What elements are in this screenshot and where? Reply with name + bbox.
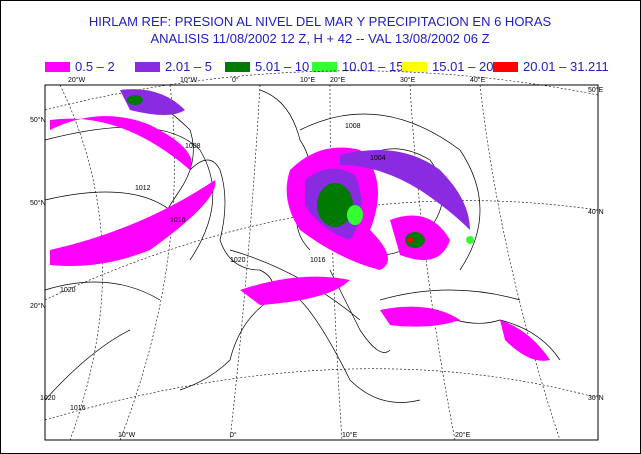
graticule-label: 10°E bbox=[300, 76, 316, 84]
isobar-label: 1016 bbox=[70, 405, 86, 412]
graticule-label: 0° bbox=[232, 76, 239, 84]
isobar-label: 1020 bbox=[40, 395, 56, 402]
subtitle-line: ANALISIS 11/08/2002 12 Z, H + 42 -- VAL … bbox=[150, 31, 489, 46]
map-labels: 20°W 10°W 0° 10°E 20°E 30°E 40°E 50°E 50°N 40°N 30… bbox=[30, 76, 604, 439]
graticule-label: 30°E bbox=[400, 76, 416, 84]
isobar-label: 1020 bbox=[230, 257, 246, 264]
graticule-label: 10°E bbox=[342, 431, 358, 439]
map-frame bbox=[44, 84, 599, 441]
legend-swatch bbox=[135, 62, 160, 72]
isobar-label: 1004 bbox=[370, 155, 386, 162]
precipitation bbox=[50, 89, 550, 361]
isobar-label: 1012 bbox=[135, 185, 151, 192]
graticule-label: 10°W bbox=[180, 76, 198, 84]
legend-label: 0.5 – 2 bbox=[75, 59, 115, 74]
legend-swatch bbox=[312, 62, 337, 72]
legend: 0.5 – 2 2.01 – 5 5.01 – 10 10.01 – 15 15.01 … bbox=[45, 59, 609, 74]
graticule-label: 50°N bbox=[30, 199, 46, 207]
legend-swatch bbox=[45, 62, 70, 72]
graticule-label: 0° bbox=[230, 431, 237, 439]
graticule-label: 20°E bbox=[330, 76, 346, 84]
title-line: HIRLAM REF: PRESION AL NIVEL DEL MAR Y P… bbox=[89, 14, 552, 29]
graticule-label: 50°E bbox=[588, 86, 604, 94]
graticule-label: 40°E bbox=[470, 76, 486, 84]
graticule-label: 50°N bbox=[30, 116, 46, 124]
legend-label: 20.01 – 31.211 bbox=[523, 59, 609, 74]
isobar-label: 1008 bbox=[185, 143, 201, 150]
legend-label: 2.01 – 5 bbox=[165, 59, 212, 74]
legend-label: 5.01 – 10 bbox=[255, 59, 309, 74]
legend-label: 15.01 – 20 bbox=[432, 59, 493, 74]
graticule-label: 30°N bbox=[588, 394, 604, 402]
legend-swatch bbox=[225, 62, 250, 72]
graticule-label: 40°N bbox=[588, 208, 604, 216]
legend-swatch bbox=[493, 62, 518, 72]
graticule-label: 20°W bbox=[68, 76, 86, 84]
isobar-label: 1008 bbox=[345, 123, 361, 130]
isobar-label: 1016 bbox=[170, 217, 186, 224]
graticule-label: 10°W bbox=[118, 431, 136, 439]
isobar-label: 1020 bbox=[60, 287, 76, 294]
graticule-label: 20°E bbox=[455, 431, 471, 439]
isobar-label: 1016 bbox=[310, 257, 326, 264]
legend-swatch bbox=[402, 62, 427, 72]
graticule-label: 20°N bbox=[30, 302, 46, 310]
legend-label: 10.01 – 15 bbox=[342, 59, 403, 74]
